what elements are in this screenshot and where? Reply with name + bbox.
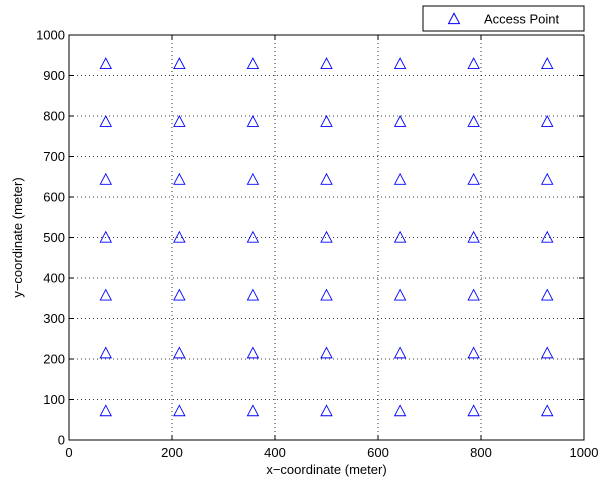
access-point-marker: [320, 115, 333, 127]
y-tick-label: 900: [43, 68, 65, 83]
x-tick-label: 0: [65, 445, 72, 460]
access-point-marker: [393, 288, 407, 301]
y-tick-label: 200: [43, 352, 65, 367]
access-point-marker: [99, 115, 113, 127]
y-axis-label: y−coordinate (meter): [10, 177, 25, 297]
access-point-marker: [173, 288, 186, 301]
access-point-marker: [173, 115, 186, 127]
access-point-marker: [467, 115, 480, 127]
access-point-marker: [246, 404, 260, 417]
access-point-marker: [320, 172, 333, 185]
legend: Access Point: [422, 5, 585, 32]
access-point-marker: [467, 230, 480, 243]
access-point-marker: [540, 230, 554, 243]
y-tick-label: 0: [58, 433, 65, 448]
access-point-marker: [99, 230, 113, 243]
x-tick-label: 200: [161, 445, 183, 460]
x-tick-label: 400: [264, 445, 286, 460]
access-point-marker: [173, 404, 186, 417]
access-point-marker: [320, 288, 333, 301]
legend-triangle-marker: [447, 12, 461, 25]
access-point-marker: [393, 115, 407, 127]
access-point-marker: [393, 404, 407, 417]
access-point-marker: [540, 57, 554, 70]
y-tick-label: 400: [43, 271, 65, 286]
access-point-marker: [246, 230, 260, 243]
access-point-marker: [99, 57, 113, 70]
access-point-marker: [173, 346, 186, 359]
x-tick-label: 800: [470, 445, 492, 460]
legend-label-access-point: Access Point: [484, 12, 560, 27]
access-point-marker: [320, 230, 333, 243]
access-point-marker: [393, 57, 407, 70]
access-point-marker: [540, 288, 554, 301]
access-point-marker: [320, 404, 333, 417]
access-point-marker: [246, 172, 260, 185]
access-point-marker: [540, 115, 554, 127]
access-point-marker: [173, 172, 186, 185]
access-point-marker: [393, 172, 407, 185]
access-point-marker: [393, 346, 407, 359]
access-point-marker: [467, 288, 480, 301]
x-axis-label: x−coordinate (meter): [266, 462, 386, 477]
access-point-marker: [99, 346, 113, 359]
y-tick-label: 300: [43, 311, 65, 326]
y-tick-label: 500: [43, 230, 65, 245]
access-point-marker: [467, 57, 480, 70]
access-point-marker: [320, 346, 333, 359]
x-tick-label: 1000: [570, 445, 599, 460]
access-point-marker: [540, 172, 554, 185]
access-point-marker: [173, 57, 186, 70]
data-points: [99, 57, 554, 417]
access-point-marker: [246, 57, 260, 70]
access-point-marker: [246, 346, 260, 359]
access-point-marker: [246, 115, 260, 127]
access-point-marker: [99, 404, 113, 417]
access-point-marker: [467, 172, 480, 185]
y-tick-label: 700: [43, 149, 65, 164]
legend-box: [422, 5, 585, 32]
access-point-marker: [540, 346, 554, 359]
x-tick-label: 600: [367, 445, 389, 460]
axis-ticks: 0 200 400 600 800 1000 0 100 200 300 400 500 600 700 8…: [36, 28, 598, 461]
access-point-marker: [99, 172, 113, 185]
y-tick-label: 1000: [36, 28, 65, 43]
y-tick-label: 600: [43, 190, 65, 205]
access-point-marker: [540, 404, 554, 417]
access-point-marker: [173, 230, 186, 243]
access-point-marker: [246, 288, 260, 301]
y-tick-label: 800: [43, 109, 65, 124]
y-tick-label: 100: [43, 392, 65, 407]
access-point-marker: [467, 404, 480, 417]
access-point-marker: [393, 230, 407, 243]
access-point-marker: [467, 346, 480, 359]
access-point-marker: [99, 288, 113, 301]
access-point-marker: [320, 57, 333, 70]
